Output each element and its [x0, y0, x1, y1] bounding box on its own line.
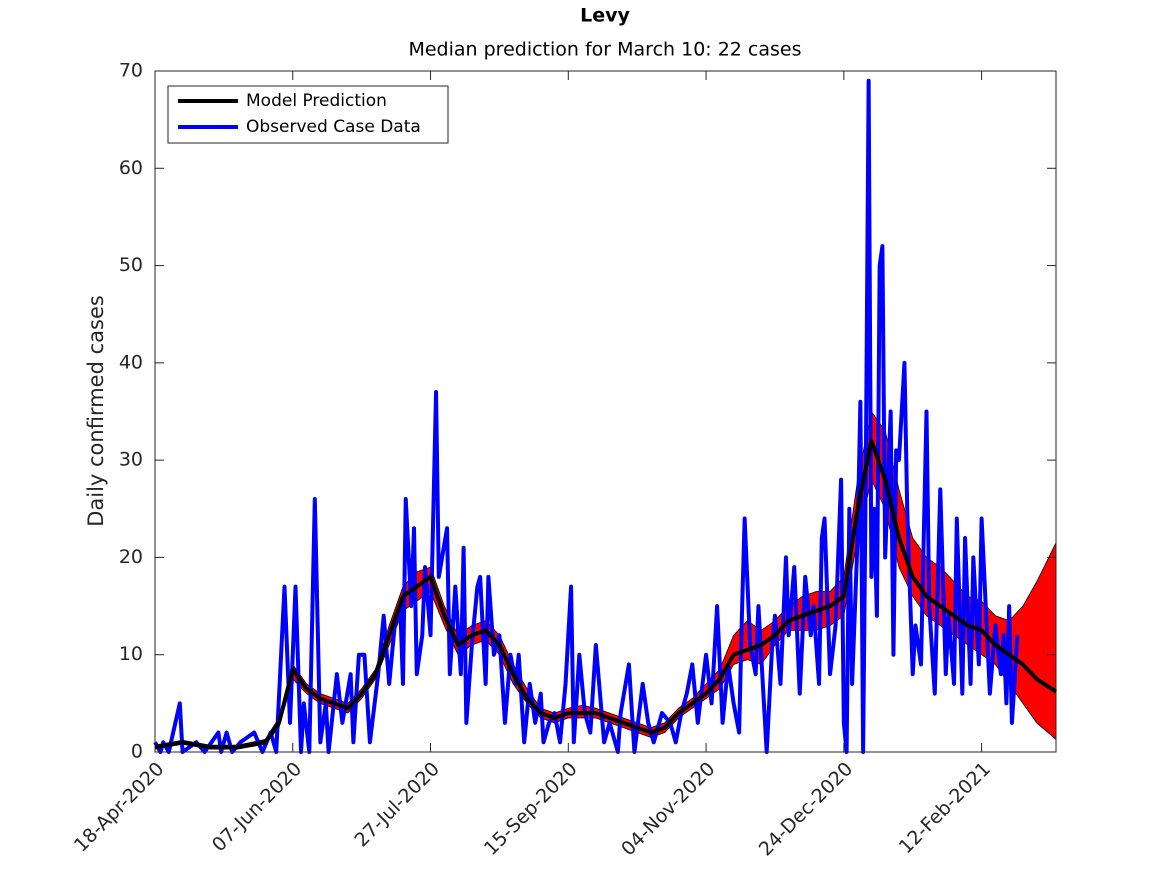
y-tick-label: 30 [119, 449, 143, 471]
y-tick-label: 0 [131, 741, 143, 763]
legend-label: Observed Case Data [246, 117, 421, 137]
series-line [154, 438, 1058, 750]
legend-box [167, 85, 449, 144]
x-tick-label: 27-Jul-2020 [350, 758, 444, 852]
chart-title: Levy [580, 5, 630, 27]
y-tick-label: 20 [119, 546, 143, 568]
y-tick-label: 70 [119, 60, 143, 82]
x-tick-label: 04-Nov-2020 [617, 758, 719, 860]
x-tick-label: 07-Jun-2020 [208, 758, 306, 856]
x-tick-label: 12-Feb-2021 [895, 758, 995, 858]
y-tick-label: 50 [119, 254, 143, 276]
y-axis-label: Daily confirmed cases [84, 295, 108, 527]
x-tick-label: 15-Sep-2020 [480, 758, 582, 860]
chart-subtitle: Median prediction for March 10: 22 cases [408, 39, 801, 61]
y-tick-label: 60 [119, 157, 143, 179]
x-tick-label: 24-Dec-2020 [755, 758, 858, 861]
y-tick-label: 10 [119, 643, 143, 665]
legend-label: Model Prediction [246, 91, 387, 111]
y-tick-label: 40 [119, 351, 143, 373]
x-tick-label: 18-Apr-2020 [70, 758, 169, 857]
axes-box [154, 70, 1057, 753]
